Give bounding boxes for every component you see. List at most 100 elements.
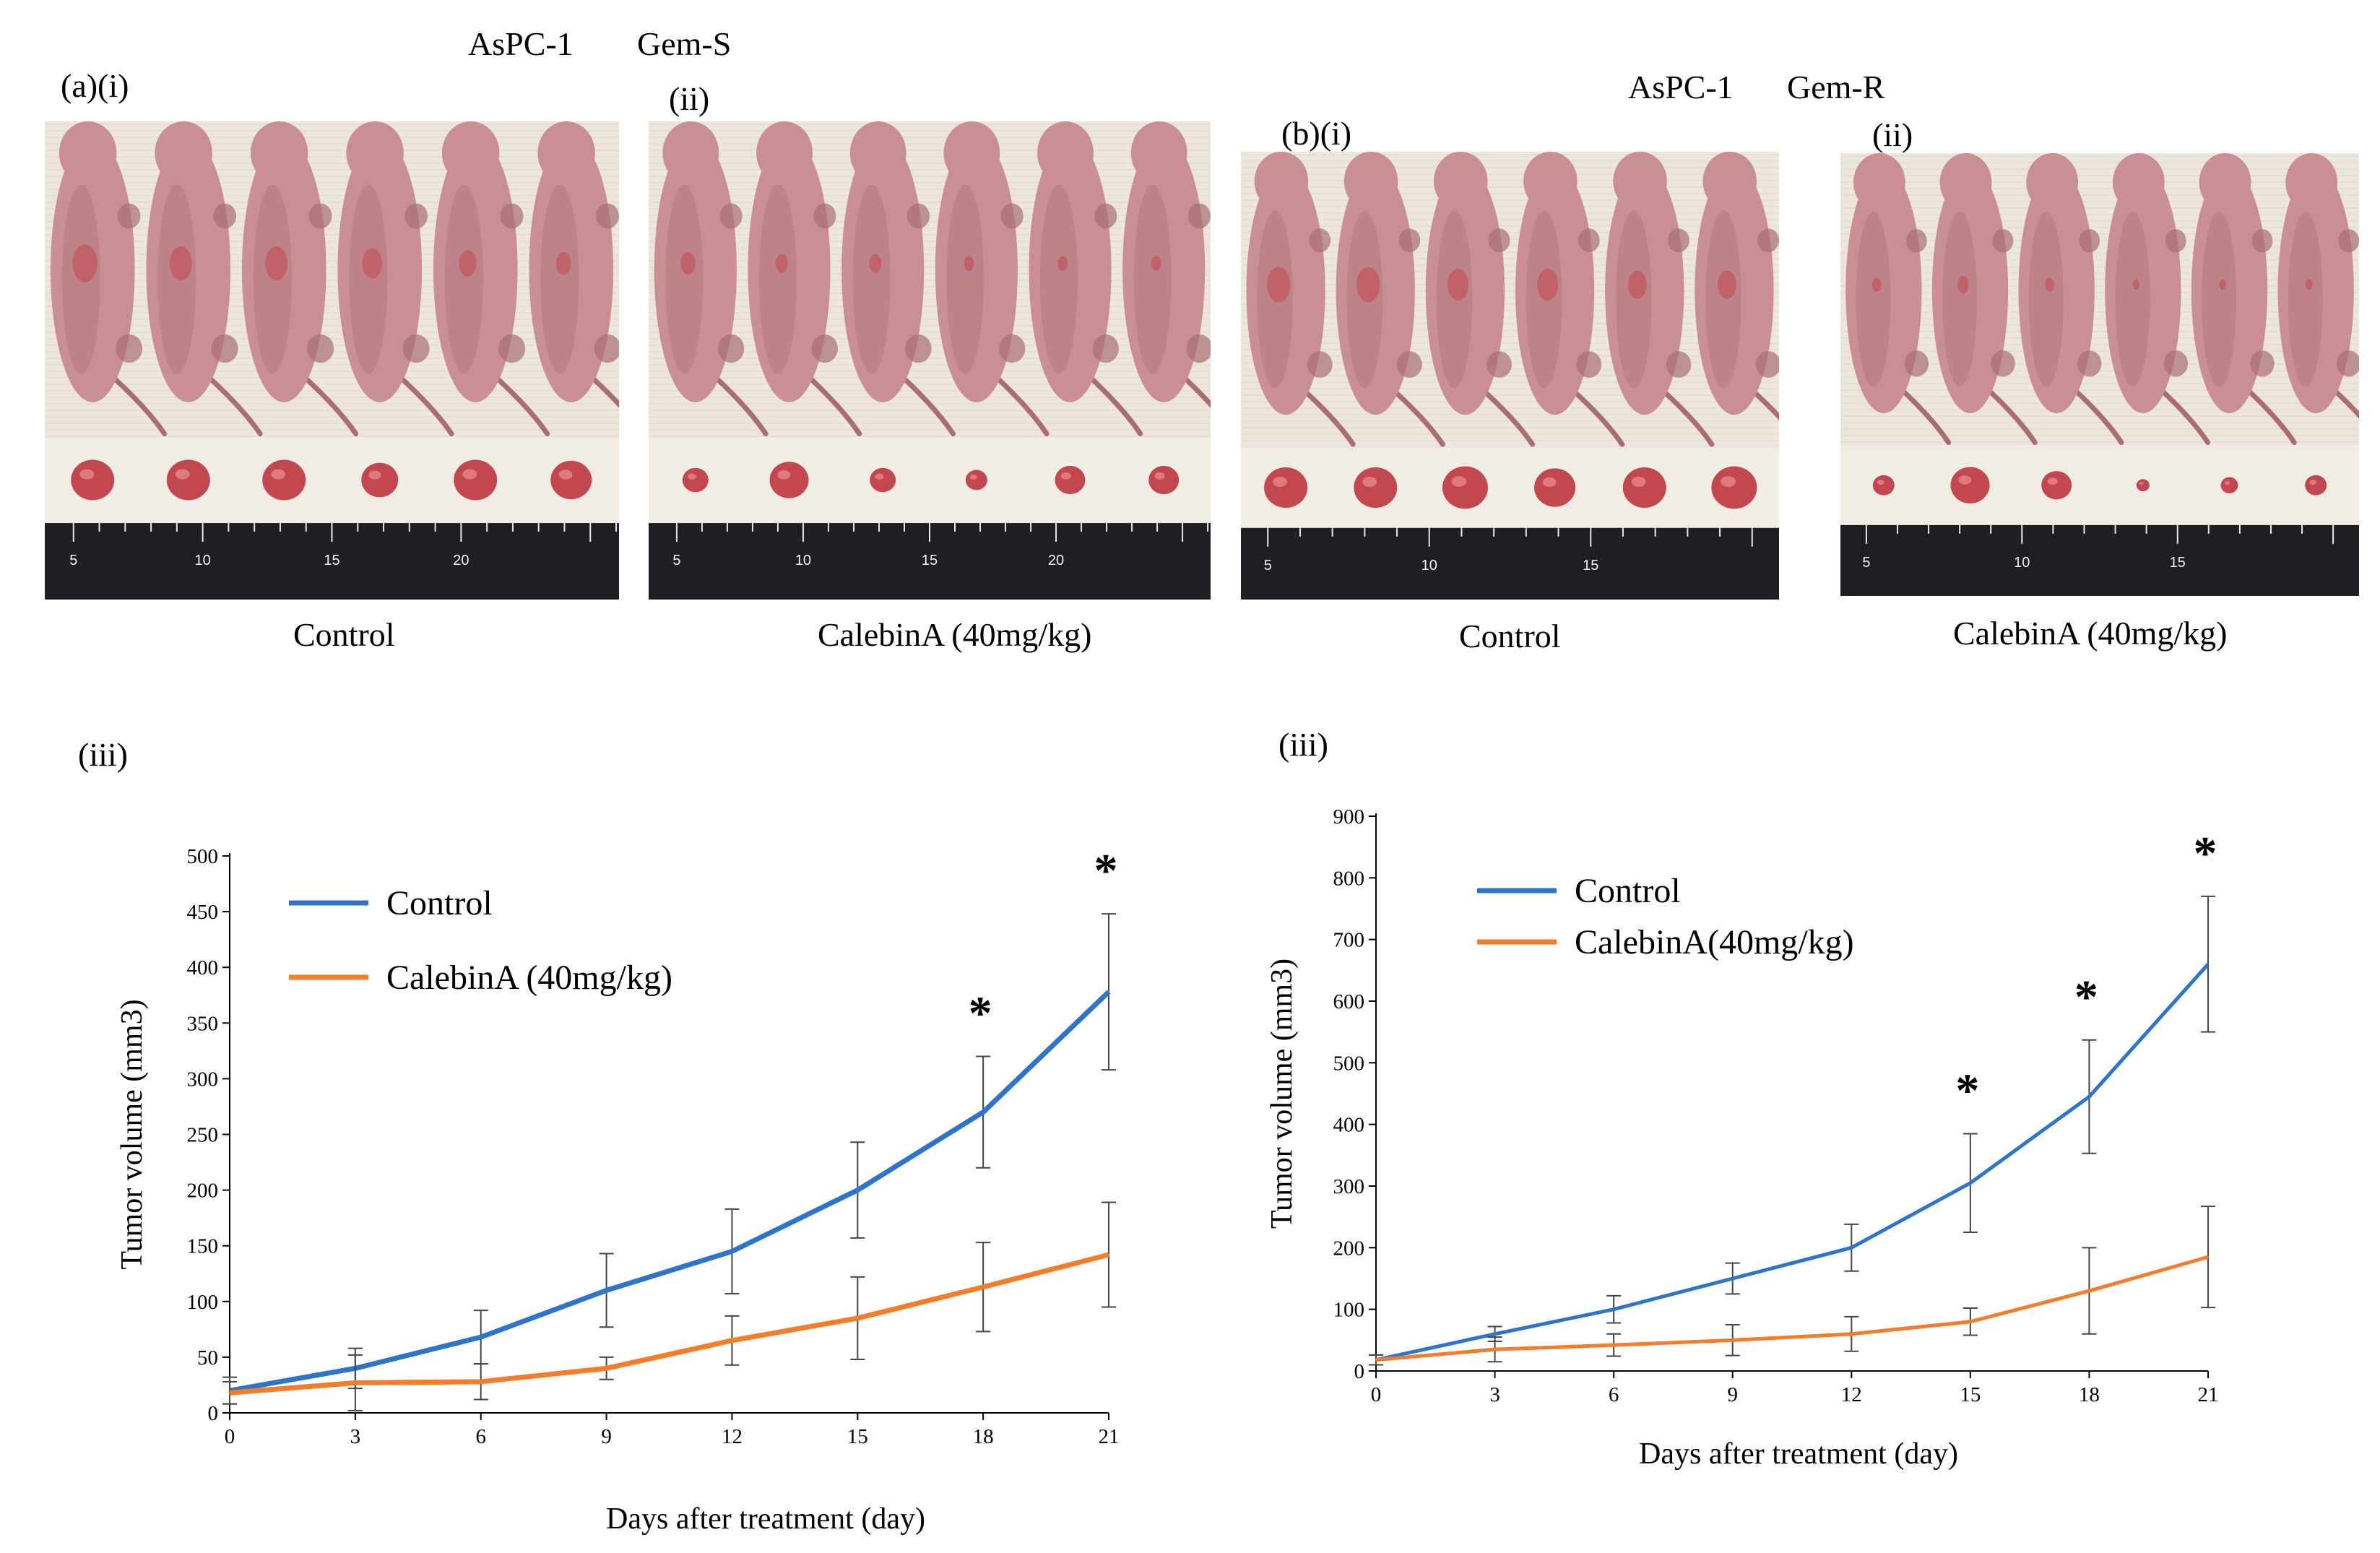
x-tick-label: 18 xyxy=(973,1425,994,1448)
data-point xyxy=(605,1367,607,1370)
data-point xyxy=(1108,1254,1109,1256)
excised-tumor-5 xyxy=(1622,467,1666,508)
series-calebin xyxy=(1369,1206,2215,1366)
ruler-label: 5 xyxy=(672,553,680,568)
mouse-5 xyxy=(1605,152,1715,447)
series-calebin xyxy=(222,1201,1116,1411)
data-point xyxy=(731,1250,733,1253)
mouse-4 xyxy=(935,121,1050,437)
series-line xyxy=(229,1252,1109,1396)
ruler-label: 10 xyxy=(795,553,811,568)
data-point xyxy=(2207,963,2209,965)
y-tick-label: 500 xyxy=(1333,1052,1365,1075)
y-tick-label: 100 xyxy=(187,1291,219,1314)
mouse-3 xyxy=(1425,152,1536,447)
excised-tumor-5 xyxy=(454,459,498,501)
data-point xyxy=(1969,1182,1971,1184)
legend-label: CalebinA(40mg/kg) xyxy=(1575,923,1854,961)
excised-tumor-2 xyxy=(1354,467,1398,508)
photo-b-control: 5 10 15 xyxy=(1241,152,1779,600)
data-point xyxy=(229,1392,230,1394)
significance-star: * xyxy=(2194,827,2217,880)
excised-tumor-4 xyxy=(2136,479,2150,492)
data-point xyxy=(1851,1247,1853,1249)
x-tick-label: 21 xyxy=(2198,1383,2219,1406)
x-tick-label: 21 xyxy=(1099,1425,1120,1448)
panel-a-cell-line: AsPC-1 xyxy=(468,25,574,62)
panel-b-label-i: (b)(i) xyxy=(1281,115,1352,152)
x-tick-label: 0 xyxy=(1371,1383,1382,1406)
ruler-label: 20 xyxy=(1048,553,1064,568)
photo-a-control: 5 10 15 20 xyxy=(45,121,619,600)
caption-b-calebin: CalebinA (40mg/kg) xyxy=(1953,615,2228,652)
y-tick-label: 400 xyxy=(1333,1114,1365,1137)
mouse-5 xyxy=(1029,121,1143,437)
y-tick-label: 400 xyxy=(187,956,219,979)
data-point xyxy=(480,1336,482,1338)
ruler-label: 20 xyxy=(453,553,469,568)
data-point xyxy=(1494,1349,1496,1351)
data-point xyxy=(1613,1344,1615,1346)
data-point xyxy=(982,1111,985,1113)
mouse-2 xyxy=(1931,153,2038,446)
significance-star: * xyxy=(1955,1064,1979,1117)
mouse-4 xyxy=(337,121,454,437)
data-point xyxy=(2088,1290,2090,1292)
significance-star: * xyxy=(1094,844,1118,897)
y-tick-label: 450 xyxy=(187,901,219,924)
legend-label: CalebinA (40mg/kg) xyxy=(386,959,672,997)
caption-a-calebin: CalebinA (40mg/kg) xyxy=(818,616,1092,653)
y-tick-label: 200 xyxy=(1333,1237,1365,1260)
excised-tumor-1 xyxy=(1264,467,1308,508)
significance-star: * xyxy=(969,987,992,1040)
ruler-label: 5 xyxy=(1862,555,1870,571)
y-tick-label: 0 xyxy=(1354,1360,1365,1383)
mouse-1 xyxy=(1246,152,1356,447)
excised-tumor-1 xyxy=(682,467,709,493)
series-line xyxy=(229,990,1111,1393)
panel-b-cell-line: AsPC-1 xyxy=(1628,69,1734,105)
legend-label: Control xyxy=(386,884,493,922)
mouse-6 xyxy=(2277,153,2359,419)
ruler-label: 5 xyxy=(1264,558,1272,574)
excised-tumor-1 xyxy=(1872,475,1895,496)
mouse-2 xyxy=(146,121,263,437)
data-point xyxy=(1851,1333,1853,1335)
x-tick-label: 3 xyxy=(1489,1383,1500,1406)
mouse-3 xyxy=(241,121,359,437)
data-point xyxy=(982,1286,985,1288)
mouse-1 xyxy=(654,121,769,437)
panel-b-subtype: Gem-R xyxy=(1787,69,1885,105)
excised-tumor-4 xyxy=(1534,468,1576,507)
series-line xyxy=(1375,963,2210,1362)
data-point xyxy=(1375,1359,1377,1361)
panel-a-subtype: Gem-S xyxy=(637,25,732,62)
data-point xyxy=(2088,1096,2090,1098)
series-control xyxy=(1369,895,2215,1366)
excised-tumor-2 xyxy=(166,459,210,501)
y-axis-title: Tumor volume (mm3) xyxy=(1265,959,1299,1229)
x-tick-label: 3 xyxy=(350,1425,361,1448)
y-tick-label: 100 xyxy=(1333,1299,1365,1322)
caption-b-control: Control xyxy=(1459,618,1561,654)
data-point xyxy=(605,1289,607,1292)
excised-tumor-6 xyxy=(1148,465,1180,495)
x-tick-label: 9 xyxy=(1727,1383,1738,1406)
excised-tumor-6 xyxy=(1711,466,1757,509)
y-tick-label: 350 xyxy=(187,1012,219,1035)
x-tick-label: 12 xyxy=(1841,1383,1862,1406)
y-tick-label: 700 xyxy=(1333,929,1365,952)
y-tick-label: 300 xyxy=(187,1068,219,1091)
ruler-label: 5 xyxy=(69,553,77,568)
mouse-3 xyxy=(841,121,956,437)
excised-tumor-1 xyxy=(71,459,115,501)
excised-tumor-2 xyxy=(1950,467,1990,503)
ruler-label: 15 xyxy=(324,553,339,568)
x-tick-label: 9 xyxy=(601,1425,612,1448)
panel-a-label-i: (a)(i) xyxy=(61,67,129,104)
y-tick-label: 900 xyxy=(1333,805,1365,829)
panel-b-label-ii: (ii) xyxy=(1872,116,1913,153)
legend-label: Control xyxy=(1575,872,1681,910)
x-tick-label: 0 xyxy=(225,1425,235,1448)
data-point xyxy=(731,1339,733,1341)
